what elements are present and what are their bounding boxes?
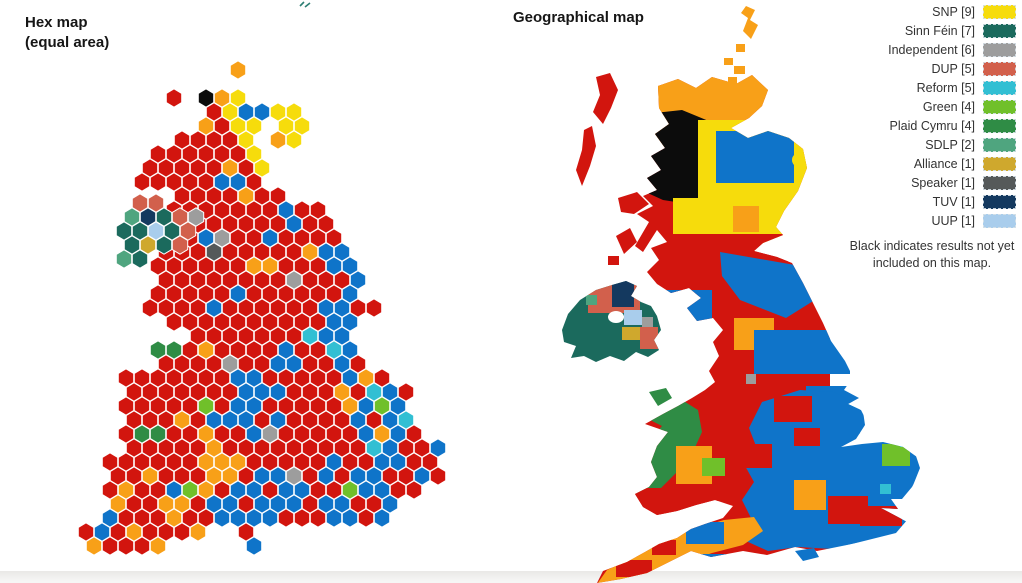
constituency-hex — [133, 172, 151, 192]
constituency-hex — [101, 536, 119, 556]
legend-row-uup: UUP [1] — [888, 211, 1016, 230]
constituency-hex — [213, 508, 231, 528]
legend-row-alliance: Alliance [1] — [888, 154, 1016, 173]
skye — [618, 192, 649, 214]
legend-row-independent: Independent [6] — [888, 40, 1016, 59]
legend-swatch-sdlp — [983, 137, 1016, 152]
legend-swatch-alliance — [983, 156, 1016, 171]
legend-swatch-green — [983, 99, 1016, 114]
shetland — [741, 6, 758, 39]
legend-label: SNP [9] — [932, 4, 975, 19]
legend-row-snp: SNP [9] — [888, 2, 1016, 21]
constituency-hex — [155, 235, 173, 255]
isle-of-wight — [795, 548, 819, 561]
constituency-hex — [173, 522, 191, 542]
legend-swatch-independent — [983, 42, 1016, 57]
constituency-hex — [165, 312, 183, 332]
legend-swatch-sinn_fein — [983, 23, 1016, 38]
anglesey — [649, 388, 672, 406]
legend-swatch-uup — [983, 213, 1016, 228]
constituency-hex — [165, 88, 183, 108]
constituency-hex — [405, 480, 423, 500]
hex-map-title: Hex map (equal area) — [25, 14, 110, 51]
constituency-hex — [133, 536, 151, 556]
black-results-note: Black indicates results not yet included… — [849, 239, 1015, 270]
legend-swatch-reform — [983, 80, 1016, 95]
legend-row-reform: Reform [5] — [888, 78, 1016, 97]
next-section-edge — [0, 571, 1022, 583]
legend-label: Green [4] — [922, 99, 975, 114]
constituency-hex — [285, 130, 303, 150]
cut-off-annotation-mark — [299, 1, 311, 8]
constituency-hex — [293, 508, 311, 528]
legend-label: DUP [5] — [931, 61, 975, 76]
constituency-hex — [171, 235, 189, 255]
constituency-hex — [365, 298, 383, 318]
legend-row-green: Green [4] — [888, 97, 1016, 116]
constituency-hex — [245, 536, 263, 556]
legend-row-sinn_fein: Sinn Féin [7] — [888, 21, 1016, 40]
legend-row-dup: DUP [5] — [888, 59, 1016, 78]
legend-row-speaker: Speaker [1] — [888, 173, 1016, 192]
constituency-hex — [261, 508, 279, 528]
legend-label: Sinn Féin [7] — [904, 23, 975, 38]
constituency-hex — [189, 522, 207, 542]
party-legend: SNP [9] Sinn Féin [7] Independent [6] DUP [… — [888, 2, 1016, 230]
legend-label: Plaid Cymru [4] — [889, 118, 975, 133]
constituency-hex — [229, 60, 247, 80]
orkney — [724, 58, 733, 65]
legend-swatch-dup — [983, 61, 1016, 76]
legend-label: Alliance [1] — [913, 156, 975, 171]
legend-row-sdlp: SDLP [2] — [888, 135, 1016, 154]
constituency-hex — [131, 249, 149, 269]
constituency-hex — [309, 508, 327, 528]
legend-label: SDLP [2] — [925, 137, 975, 152]
legend-row-tuv: TUV [1] — [888, 192, 1016, 211]
constituency-hex — [429, 466, 447, 486]
legend-swatch-plaid — [983, 118, 1016, 133]
legend-swatch-snp — [983, 4, 1016, 19]
constituency-hex — [269, 130, 287, 150]
legend-label: TUV [1] — [932, 194, 975, 209]
constituency-hex — [357, 508, 375, 528]
constituency-hex — [85, 536, 103, 556]
constituency-hex — [115, 249, 133, 269]
northern-ireland-regions — [562, 281, 661, 362]
lough-neagh — [608, 311, 624, 323]
constituency-hex — [149, 172, 167, 192]
legend-label: Reform [5] — [916, 80, 975, 95]
constituency-hex — [341, 508, 359, 528]
constituency-hex — [149, 536, 167, 556]
legend-label: UUP [1] — [931, 213, 975, 228]
islands — [576, 6, 819, 561]
legend-label: Independent [6] — [888, 42, 975, 57]
hex-map[interactable] — [0, 0, 500, 583]
constituency-hex — [117, 536, 135, 556]
outer-hebrides — [593, 73, 618, 124]
geo-map-title: Geographical map — [513, 9, 644, 26]
constituency-hex — [325, 508, 343, 528]
constituency-hex — [141, 298, 159, 318]
constituency-hex — [373, 508, 391, 528]
legend-swatch-tuv — [983, 194, 1016, 209]
legend-label: Speaker [1] — [911, 175, 975, 190]
legend-row-plaid: Plaid Cymru [4] — [888, 116, 1016, 135]
geographical-map[interactable] — [500, 0, 1022, 583]
legend-swatch-speaker — [983, 175, 1016, 190]
constituency-hex — [277, 508, 295, 528]
